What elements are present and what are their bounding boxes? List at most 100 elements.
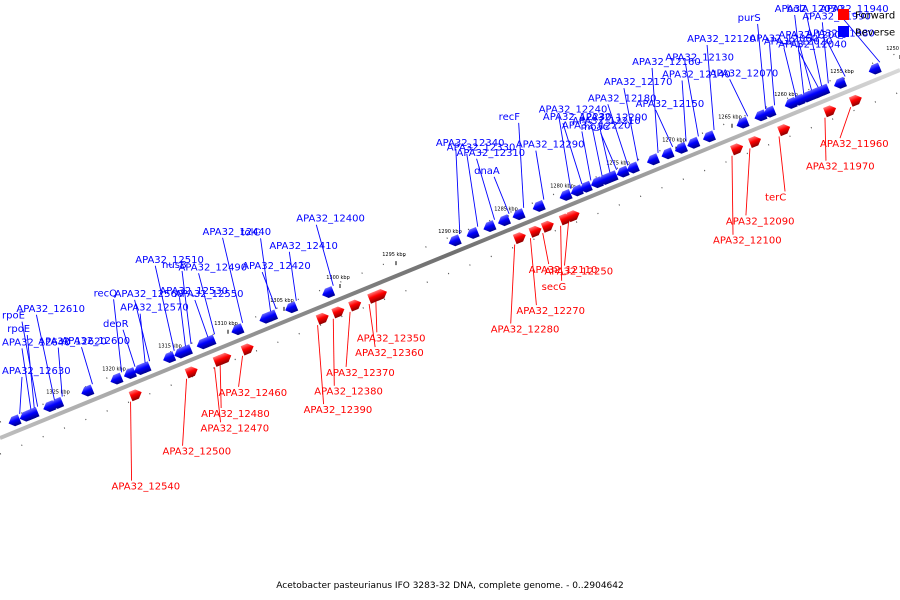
forward-gene-arrow	[212, 354, 226, 367]
gene-callout-line	[19, 376, 23, 414]
gene-callout-line	[729, 79, 749, 117]
scale-tick-label: 1310 kbp	[214, 321, 238, 327]
gene-label: APA32_12060	[750, 33, 819, 44]
forward-gene-arrow	[331, 306, 345, 319]
reverse-gene-arrow	[702, 130, 716, 143]
gene-callout-line	[345, 311, 351, 367]
gene-callout-line	[778, 136, 786, 192]
reverse-gene-arrow	[26, 406, 40, 419]
gene-callout-line	[81, 347, 93, 385]
gene-callout-line	[57, 347, 63, 397]
gene-callout-line	[806, 14, 823, 87]
gene-callout-line	[315, 224, 334, 286]
legend-reverse-label: Reverse	[855, 28, 895, 39]
scale-tick-label: 1270 kbp	[662, 138, 686, 144]
reverse-gene-arrow	[784, 96, 798, 109]
reverse-gene-arrow	[736, 116, 750, 129]
gene-arrows	[8, 62, 882, 427]
legend: Forward Reverse	[838, 9, 895, 39]
gene-callout-line	[238, 355, 244, 387]
gene-label: rpoE	[7, 324, 30, 335]
forward-gene-arrow	[315, 312, 329, 325]
gene-label: APA32_12530	[159, 286, 228, 297]
forward-gene-arrow	[240, 343, 254, 356]
gene-label: APA32_12210	[572, 116, 641, 127]
gene-label: APA32_12350	[357, 333, 426, 344]
gene-label: APA32_12160	[632, 57, 701, 68]
gene-label: APA32_12550	[175, 289, 244, 300]
reverse-gene-arrow	[163, 351, 177, 364]
reverse-gene-arrow	[590, 176, 604, 189]
scale-tick-label: 1275 kbp	[606, 160, 630, 166]
gene-callout-line	[600, 132, 618, 171]
gene-label: APA32_12640	[2, 337, 71, 348]
legend-forward-label: Forward	[855, 11, 895, 22]
reverse-gene-arrow	[646, 153, 660, 166]
reverse-gene-arrow	[483, 220, 497, 233]
scale-tick-label: 1315 kbp	[158, 344, 182, 350]
gene-label: APA32_12630	[2, 366, 71, 377]
gene-label: APA32_12540	[112, 482, 181, 493]
gene-label: APA32_12180	[588, 93, 657, 104]
gene-label: APA32_12140	[662, 69, 731, 80]
genome-backbone	[0, 68, 900, 440]
gene-label: APA32_12270	[516, 306, 585, 317]
forward-gene-arrow	[512, 232, 526, 245]
reverse-gene-arrow	[559, 189, 573, 201]
gene-callout-line	[261, 271, 277, 310]
gene-callout-line	[757, 23, 767, 109]
gene-callout-line	[825, 39, 846, 77]
forward-gene-arrow	[348, 299, 362, 312]
forward-gene-arrow	[730, 143, 744, 156]
forward-gene-arrow	[367, 291, 381, 304]
gene-callout-line	[731, 155, 734, 235]
gene-callout-line	[607, 104, 629, 166]
reverse-gene-arrow	[754, 109, 768, 122]
gene-callout-line	[21, 321, 39, 407]
reverse-gene-arrow	[203, 334, 217, 347]
gene-callout-line	[194, 299, 209, 338]
forward-gene-arrow	[777, 124, 791, 137]
gene-label: APA32_12130	[665, 52, 734, 63]
gene-callout-line	[122, 329, 136, 367]
reverse-gene-arrow	[110, 372, 124, 385]
scale-tick-label: 1255 kbp	[830, 69, 854, 75]
scale-tick-label: 1295 kbp	[382, 252, 406, 258]
gene-callout-line	[317, 325, 325, 405]
gene-callout-line	[476, 158, 495, 220]
gene-label: APA32_12310	[457, 148, 526, 159]
gene-callout-line	[181, 270, 192, 344]
gene-callout-line	[178, 297, 186, 347]
gene-callout-line	[375, 301, 378, 333]
gene-callout-line	[706, 44, 715, 131]
forward-gene-arrow	[128, 389, 142, 402]
gene-callout-line	[769, 44, 776, 106]
gene-callout-line	[219, 364, 222, 408]
scale-tick-label: 1290 kbp	[438, 229, 462, 235]
gene-label: APA32_12000	[779, 30, 848, 41]
reverse-gene-arrow	[322, 286, 336, 299]
gene-callout-line	[455, 148, 461, 234]
reverse-gene-arrow	[231, 323, 245, 336]
gene-label: APA32_12330	[447, 143, 516, 154]
gene-callout-line	[535, 150, 545, 200]
scale-tick-label: 1300 kbp	[326, 275, 350, 281]
gene-label: APA32_12480	[201, 409, 270, 420]
gene-label: APA32_12200	[579, 113, 648, 124]
gene-callout-line	[182, 378, 188, 446]
reverse-gene-arrow	[8, 414, 22, 427]
gene-callout-line	[558, 115, 572, 189]
gene-label: APA32_12070	[710, 68, 779, 79]
scale-tick-label: 1285 kbp	[494, 206, 518, 212]
gene-label: APA32_12560	[115, 289, 184, 300]
gene-callout-line	[214, 367, 222, 423]
reverse-gene-arrow	[448, 234, 462, 247]
gene-label: APA32_11960	[820, 139, 889, 150]
forward-gene-arrow	[558, 213, 572, 226]
reverse-gene-arrow	[498, 214, 512, 227]
scale-tick-label: 1305 kbp	[270, 298, 294, 304]
reverse-gene-arrow	[674, 141, 688, 154]
reverse-gene-arrow	[512, 208, 526, 221]
gene-label: APA32_11940	[820, 4, 889, 15]
gene-label: dnaA	[474, 166, 500, 177]
